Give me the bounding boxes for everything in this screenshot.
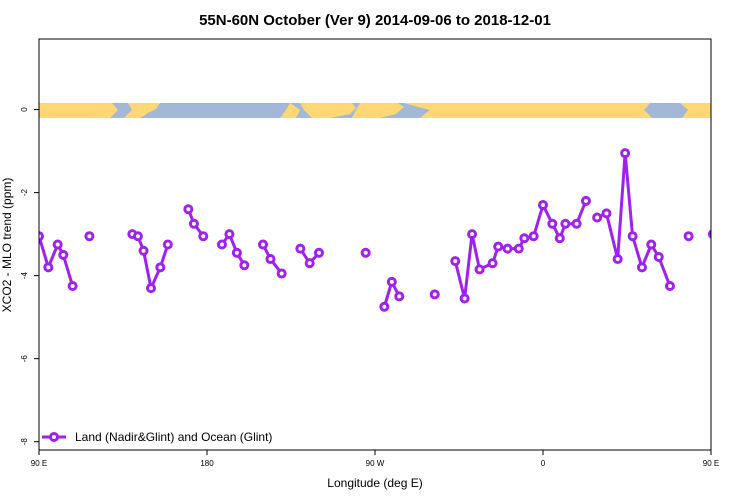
- y-tick-label: -6: [20, 355, 29, 363]
- data-point: [239, 260, 250, 271]
- legend-marker: [49, 432, 59, 442]
- data-point: [493, 241, 504, 252]
- series-line: [453, 200, 588, 300]
- series-layer: [39, 148, 750, 312]
- y-tick-label: -2: [20, 189, 29, 197]
- data-point: [459, 293, 470, 304]
- series-line: [713, 234, 750, 288]
- data-point: [188, 218, 199, 229]
- data-point: [474, 264, 485, 275]
- data-point: [394, 291, 405, 302]
- data-point: [601, 208, 612, 219]
- x-tick-label: 90 E: [31, 459, 47, 468]
- data-point: [132, 231, 143, 242]
- land-shapes: [39, 103, 711, 118]
- data-point: [39, 231, 44, 242]
- data-point: [84, 231, 95, 242]
- data-point: [528, 231, 539, 242]
- data-point: [52, 239, 63, 250]
- data-point: [538, 200, 548, 211]
- data-point: [146, 283, 156, 294]
- data-point: [58, 249, 69, 260]
- legend-label: Land (Nadir&Glint) and Ocean (Glint): [75, 430, 272, 444]
- data-point: [276, 268, 287, 279]
- data-point: [216, 239, 227, 250]
- data-point: [513, 243, 524, 254]
- data-point: [724, 247, 731, 254]
- data-point: [155, 262, 166, 273]
- data-point: [683, 231, 694, 242]
- data-point: [717, 235, 724, 242]
- data-point: [741, 264, 748, 271]
- data-point: [554, 233, 565, 244]
- data-point: [580, 195, 591, 206]
- data-point: [231, 247, 242, 258]
- data-point: [487, 258, 498, 269]
- data-point: [198, 231, 209, 242]
- data-point: [314, 247, 324, 258]
- series-line: [596, 151, 672, 287]
- data-point: [429, 289, 440, 300]
- data-point: [43, 262, 54, 273]
- data-point: [627, 231, 638, 242]
- data-point: [162, 239, 173, 250]
- data-point: [560, 218, 571, 229]
- data-point: [265, 254, 276, 265]
- data-point: [502, 243, 513, 254]
- data-point: [636, 262, 647, 273]
- x-axis-label: Longitude (deg E): [327, 476, 422, 490]
- data-point: [592, 212, 603, 223]
- data-point: [304, 258, 315, 269]
- data-point: [450, 256, 461, 267]
- data-point: [519, 233, 530, 244]
- series-line: [131, 232, 170, 290]
- y-axis-label: XCO2 - MLO trend (ppm): [0, 178, 14, 313]
- data-point: [379, 301, 390, 312]
- data-point: [707, 229, 711, 239]
- x-axis: 90 E 180 90 W 0 90 E: [31, 450, 719, 468]
- x-tick-label: 90 E: [703, 459, 719, 468]
- x-tick-label: 180: [200, 459, 214, 468]
- data-point: [138, 245, 149, 256]
- data-point: [620, 148, 631, 159]
- data-point: [734, 285, 741, 292]
- data-point: [612, 254, 623, 265]
- x-tick-label: 0: [541, 459, 546, 468]
- data-point: [547, 218, 558, 229]
- data-point: [386, 276, 397, 287]
- data-point: [571, 218, 582, 229]
- data-point: [664, 281, 675, 292]
- data-point: [224, 229, 235, 240]
- data-point: [360, 247, 371, 258]
- landmask-strip: [39, 103, 711, 118]
- data-point: [67, 281, 78, 292]
- chart-title: 55N-60N October (Ver 9) 2014-09-06 to 20…: [199, 12, 551, 29]
- legend: Land (Nadir&Glint) and Ocean (Glint): [42, 430, 272, 444]
- data-point: [646, 239, 657, 250]
- data-point: [258, 239, 268, 250]
- x-tick-label: 90 W: [366, 459, 385, 468]
- y-tick-label: -8: [20, 438, 29, 446]
- y-tick-label: -4: [20, 272, 29, 280]
- y-axis: 0 -2 -4 -6 -8: [20, 107, 39, 445]
- series-line: [220, 232, 246, 267]
- data-point: [183, 204, 194, 215]
- data-point: [653, 251, 664, 262]
- data-point: [295, 243, 306, 254]
- data-point: [467, 229, 478, 240]
- y-tick-label: 0: [20, 107, 29, 112]
